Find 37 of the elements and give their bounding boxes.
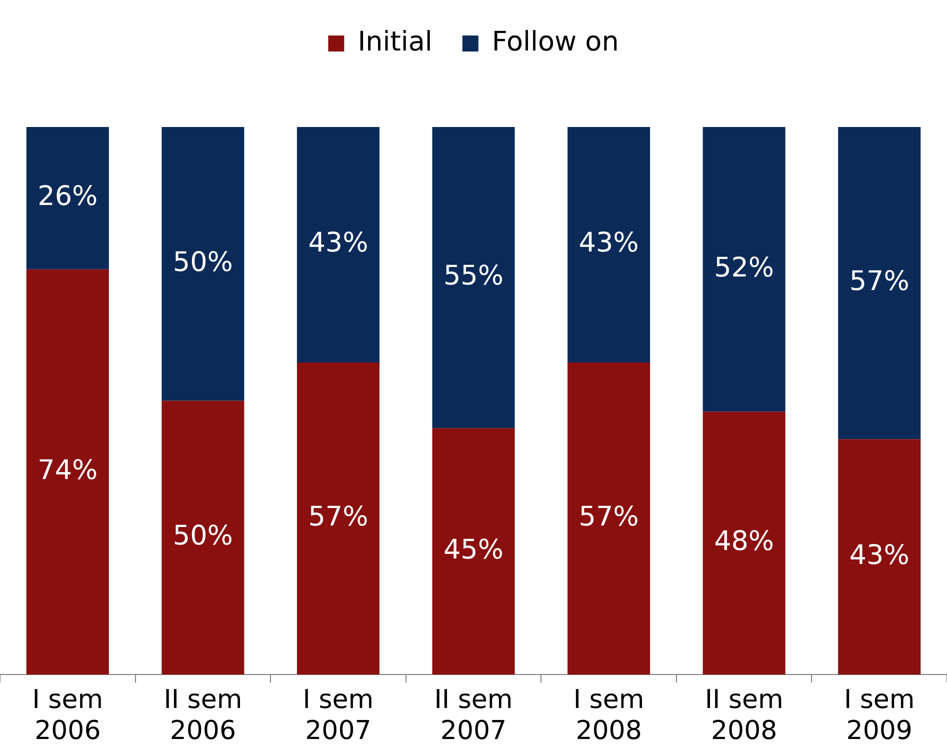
bar bbox=[838, 127, 921, 440]
data-label: 57% bbox=[308, 502, 368, 533]
bar bbox=[432, 428, 515, 675]
x-tick-label: I sem 2007 bbox=[302, 684, 374, 746]
bar bbox=[296, 362, 380, 675]
data-label: 26% bbox=[38, 181, 98, 212]
legend-label: Follow on bbox=[492, 26, 619, 58]
data-label: 48% bbox=[714, 526, 774, 558]
x-tick-label: I sem 2009 bbox=[844, 684, 915, 746]
bar bbox=[838, 439, 921, 675]
data-label: 55% bbox=[443, 260, 504, 292]
data-label: 52% bbox=[714, 252, 774, 284]
x-tick-label: I sem 2006 bbox=[32, 684, 104, 746]
data-label: 43% bbox=[849, 540, 910, 571]
data-label: 57% bbox=[578, 502, 639, 533]
data-label: 43% bbox=[578, 228, 639, 259]
x-tick-label: II sem 2008 bbox=[704, 684, 784, 746]
data-label: 50% bbox=[172, 246, 233, 278]
x-tick-label: I sem 2008 bbox=[573, 684, 644, 746]
bar bbox=[162, 400, 244, 675]
bar bbox=[702, 127, 786, 412]
bar bbox=[568, 127, 650, 362]
bar bbox=[568, 362, 650, 675]
data-label: 43% bbox=[308, 228, 368, 259]
bar bbox=[296, 127, 380, 362]
data-label: 50% bbox=[172, 520, 233, 552]
bar bbox=[702, 412, 786, 675]
bar bbox=[26, 127, 109, 270]
bar bbox=[432, 127, 515, 428]
legend-label: Initial bbox=[358, 26, 432, 58]
x-tick-label: II sem 2007 bbox=[434, 684, 513, 746]
data-label: 45% bbox=[443, 534, 504, 566]
data-label: 74% bbox=[38, 455, 98, 486]
data-label: 57% bbox=[849, 266, 910, 298]
bar bbox=[26, 269, 109, 675]
bar bbox=[162, 127, 244, 401]
x-tick-label: II sem 2006 bbox=[164, 684, 242, 746]
